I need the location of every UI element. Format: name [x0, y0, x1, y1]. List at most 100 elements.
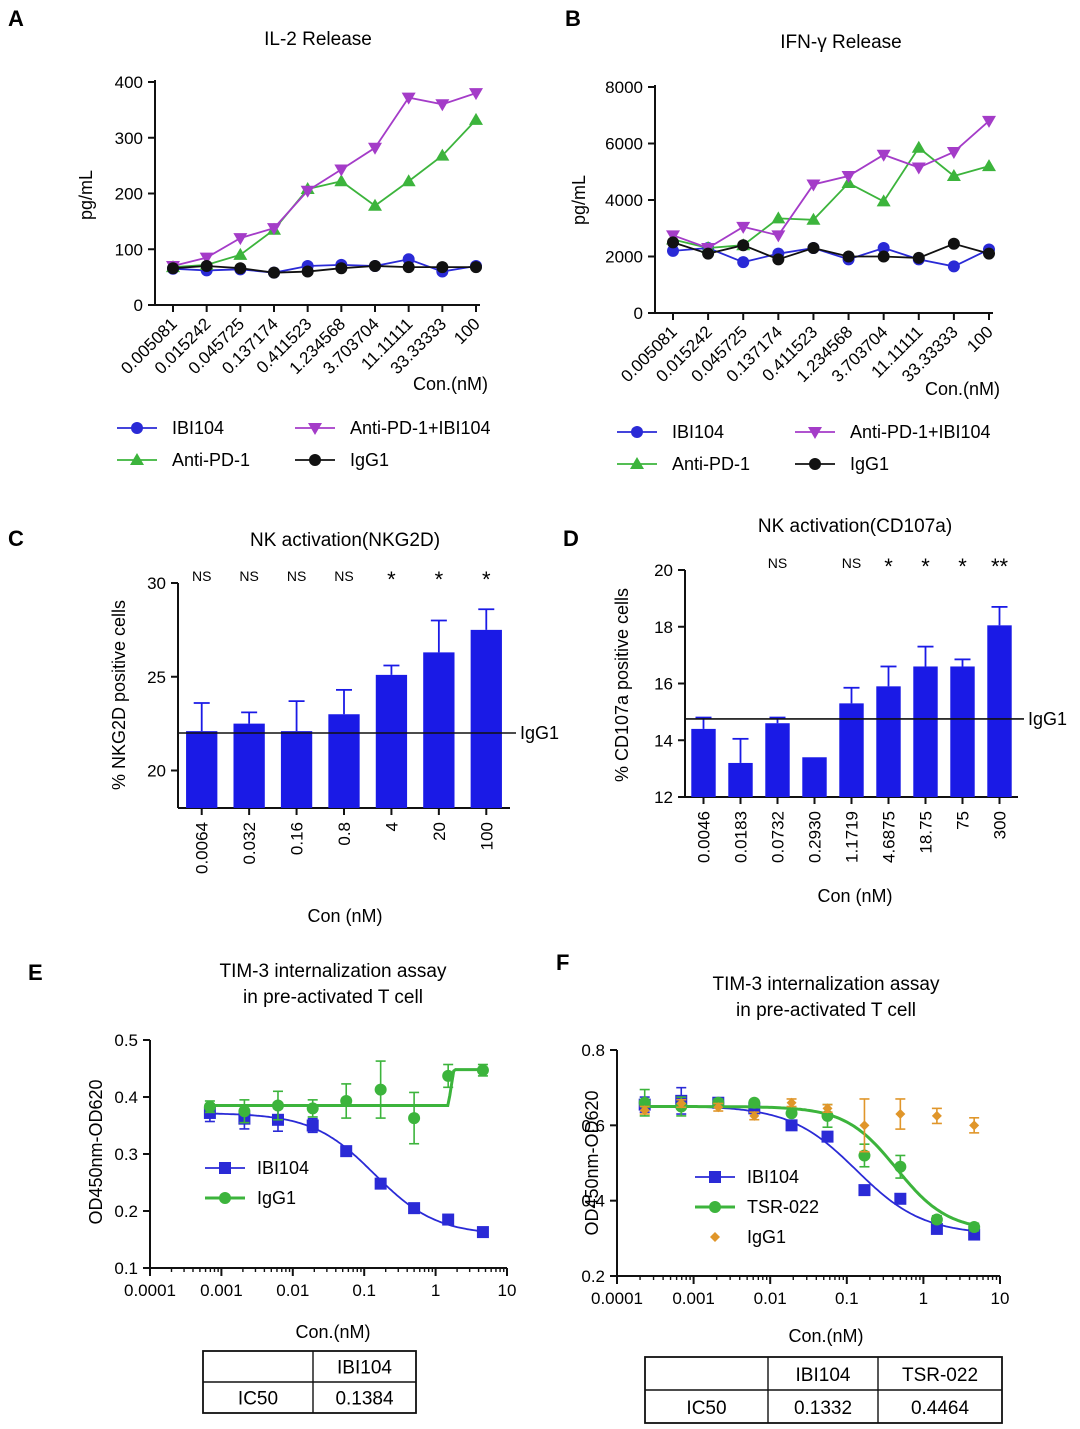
panel-letter: B: [565, 6, 581, 31]
bar: [839, 703, 864, 797]
x-tick-label: 0.1: [835, 1289, 859, 1308]
x-tick-label: 4: [382, 822, 401, 831]
data-point: [737, 239, 750, 252]
table-cell: 0.1332: [794, 1398, 852, 1419]
y-tick-label: 4000: [605, 191, 643, 210]
data-point: [666, 230, 680, 243]
significance-label: *: [482, 567, 491, 592]
legend-label: IBI104: [747, 1167, 799, 1187]
x-tick-label: 0.0001: [124, 1281, 176, 1300]
y-axis-label: OD450nm-OD620: [582, 1090, 602, 1235]
x-tick-label: 0.0732: [769, 811, 788, 863]
chart-title: TIM-3 internalization assay: [712, 974, 940, 995]
table-header: IBI104: [796, 1365, 851, 1386]
y-tick-label: 100: [115, 240, 143, 259]
x-axis-label: Con (nM): [307, 906, 382, 926]
x-tick-label: 0.8: [335, 822, 354, 846]
x-tick-label: 0.032: [240, 822, 259, 865]
series-line: [672, 146, 990, 249]
legend-item-anti-pd-1: Anti-PD-1: [117, 450, 250, 470]
legend-item-anti-pd-1-ibi104: Anti-PD-1+IBI104: [795, 422, 991, 442]
data-point: [267, 223, 281, 236]
series-line: [672, 241, 990, 261]
data-point: [368, 142, 382, 155]
y-axis-label: OD450nm-OD620: [86, 1079, 106, 1224]
y-tick-label: 0.2: [114, 1202, 138, 1221]
legend-label: Anti-PD-1: [672, 454, 750, 474]
data-point: [374, 1177, 387, 1190]
legend-item-anti-pd-1-ibi104: Anti-PD-1+IBI104: [295, 418, 491, 438]
y-tick-label: 0.4: [581, 1192, 605, 1211]
y-tick-label: 14: [654, 731, 673, 750]
data-point: [233, 247, 248, 260]
table-header: IBI104: [337, 1357, 392, 1378]
legend-marker: [808, 427, 822, 439]
significance-label: NS: [287, 568, 306, 584]
y-tick-label: 300: [115, 129, 143, 148]
panel-f: F TIM-3 internalization assay in pre-activ…: [556, 950, 1009, 1424]
data-point: [771, 230, 786, 243]
legend-label: IgG1: [747, 1227, 786, 1247]
chart-title: IL-2 Release: [264, 29, 372, 50]
series-igg1: [203, 1060, 489, 1145]
data-point: [268, 266, 280, 279]
legend-marker: [219, 1162, 231, 1174]
legend-label: TSR-022: [747, 1197, 819, 1217]
data-point: [306, 1119, 319, 1132]
data-point: [807, 242, 820, 255]
data-point: [402, 261, 415, 274]
x-tick-label: 0.0001: [591, 1289, 643, 1308]
data-point: [435, 99, 450, 112]
data-point: [930, 1222, 943, 1235]
data-point: [841, 170, 856, 183]
series-anti-pd-1: [166, 112, 483, 273]
fit-curve: [644, 1105, 975, 1227]
data-point: [876, 149, 891, 162]
table-cell: 0.4464: [911, 1398, 970, 1419]
y-tick-label: 20: [147, 762, 166, 781]
significance-label: NS: [192, 568, 211, 584]
data-point: [786, 1097, 797, 1108]
data-point: [401, 92, 416, 105]
data-point: [771, 211, 786, 224]
legend-item-anti-pd-1: Anti-PD-1: [617, 454, 750, 474]
x-axis-label: Con (nM): [817, 886, 892, 906]
y-tick-label: 0: [134, 296, 143, 315]
legend-label: IgG1: [350, 450, 389, 470]
fit-curve: [209, 1112, 483, 1233]
y-tick-label: 25: [147, 668, 166, 687]
series-anti-pd-1-ibi104: [166, 88, 483, 273]
data-point: [199, 252, 214, 265]
x-tick-label: 0.01: [276, 1281, 309, 1300]
data-point: [335, 262, 348, 275]
x-tick-label: 100: [477, 822, 496, 850]
chart-subtitle: in pre-activated T cell: [243, 987, 423, 1008]
panel-letter: E: [28, 960, 43, 985]
data-point: [912, 251, 925, 264]
reference-label: IgG1: [1028, 709, 1067, 729]
y-tick-label: 0.8: [581, 1041, 605, 1060]
data-point: [876, 194, 891, 207]
y-tick-label: 400: [115, 73, 143, 92]
data-point: [806, 212, 821, 225]
data-point: [702, 247, 715, 260]
data-point: [785, 1107, 798, 1120]
bar: [423, 652, 455, 808]
data-point: [946, 168, 961, 181]
data-point: [911, 140, 926, 153]
x-tick-label: 0.0183: [732, 811, 751, 863]
legend-item-ibi104: IBI104: [205, 1158, 309, 1178]
panel-a: AIL-2 Release01002003004000.0050810.0152…: [8, 6, 491, 470]
legend-marker: [219, 1192, 231, 1204]
data-point: [821, 1130, 834, 1143]
series-anti-pd-1: [666, 140, 996, 254]
x-tick-label: 0.01: [754, 1289, 787, 1308]
y-tick-label: 200: [115, 185, 143, 204]
legend-item-tsr-022: TSR-022: [695, 1197, 819, 1217]
data-point: [713, 1102, 724, 1113]
panel-d: D NK activation(CD107a) 12 14 16 18 20 0.0046 0.…: [563, 516, 1067, 906]
data-point: [806, 179, 821, 192]
x-tick-label: 4.6875: [880, 811, 899, 863]
y-tick-label: 0.4: [114, 1088, 138, 1107]
data-point: [982, 115, 996, 128]
